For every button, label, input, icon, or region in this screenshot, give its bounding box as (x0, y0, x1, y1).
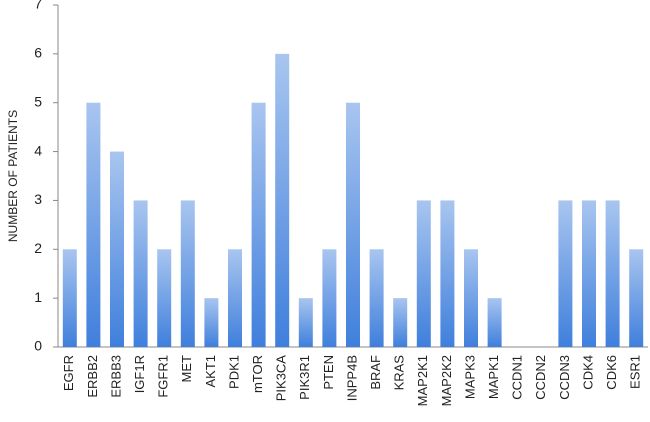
bar (86, 102, 101, 347)
bar (228, 249, 242, 347)
x-tick-label: MAPK3 (462, 355, 477, 399)
x-tick-label: CCDN1 (510, 355, 525, 400)
bar (251, 102, 266, 347)
x-tick-label: mTOR (250, 355, 265, 393)
y-tick-label: 6 (34, 45, 42, 61)
bar (464, 249, 478, 347)
bar (110, 151, 124, 347)
bar (605, 200, 620, 347)
x-tick-label: PIK3R1 (297, 355, 312, 400)
bar (346, 102, 360, 347)
bar (157, 249, 172, 347)
x-tick-label: AKT1 (203, 355, 218, 388)
bar (322, 249, 337, 347)
x-tick-label: PIK3CA (274, 355, 289, 402)
y-tick-label: 4 (34, 142, 42, 158)
x-tick-label: CDK6 (604, 355, 619, 390)
bar (558, 200, 573, 347)
x-tick-label: CDK4 (580, 355, 595, 390)
bar (582, 200, 596, 347)
bar (393, 298, 408, 347)
bar (440, 200, 455, 347)
x-tick-label: PTEN (321, 355, 336, 390)
y-axis-label: NUMBER OF PATIENTS (6, 110, 20, 242)
x-tick-label: IGF1R (132, 355, 147, 393)
bar (416, 200, 431, 347)
bar (298, 298, 313, 347)
x-tick-label: FGFR1 (156, 355, 171, 398)
x-tick-label: BRAF (368, 355, 383, 390)
bar (369, 249, 384, 347)
y-tick-label: 7 (34, 0, 42, 12)
x-tick-label: ERBB3 (108, 355, 123, 398)
y-tick-label: 5 (34, 93, 42, 109)
bar (487, 298, 502, 347)
bar (204, 298, 219, 347)
x-tick-label: MAP2K1 (415, 355, 430, 406)
y-tick-label: 1 (34, 289, 42, 305)
bar (133, 200, 148, 347)
x-tick-label: KRAS (392, 355, 407, 391)
x-tick-label: EGFR (61, 355, 76, 391)
y-tick-label: 2 (34, 240, 42, 256)
x-tick-label: ESR1 (628, 355, 643, 389)
bar (62, 249, 77, 347)
x-tick-label: INPP4B (344, 355, 359, 401)
x-tick-label: MAPK1 (486, 355, 501, 399)
y-tick-label: 0 (34, 338, 42, 354)
x-tick-label: PDK1 (226, 355, 241, 389)
bar (629, 249, 644, 347)
x-tick-label: CCDN2 (533, 355, 548, 400)
x-tick-label: MAP2K2 (439, 355, 454, 406)
x-tick-label: MET (179, 355, 194, 383)
bar (275, 53, 290, 347)
bar (180, 200, 195, 347)
y-tick-label: 3 (34, 191, 42, 207)
x-tick-label: CCDN3 (557, 355, 572, 400)
x-tick-label: ERBB2 (85, 355, 100, 398)
